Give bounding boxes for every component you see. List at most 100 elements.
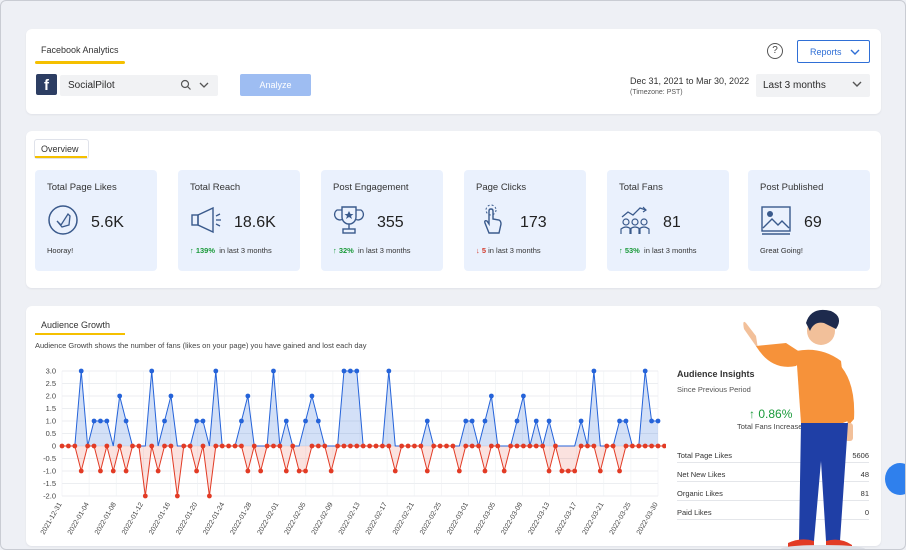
lost-point <box>424 468 430 474</box>
lost-point <box>610 443 616 449</box>
stat-foot: ↑ 139% in last 3 months <box>190 246 272 255</box>
insights-row: Organic Likes 81 <box>677 487 869 501</box>
lost-point <box>469 443 475 449</box>
image-post-icon <box>761 206 791 235</box>
gained-point <box>488 393 494 399</box>
overview-underline <box>35 156 87 158</box>
reports-label: Reports <box>810 46 842 57</box>
x-tick-label: 2022-02-17 <box>365 501 389 536</box>
lost-point <box>521 443 526 449</box>
lost-point <box>194 468 199 474</box>
gained-point <box>213 368 219 374</box>
lost-point <box>232 443 238 449</box>
y-tick-label: 0 <box>52 442 56 451</box>
gained-point <box>91 418 97 424</box>
lost-point <box>360 443 366 449</box>
gained-point <box>354 368 360 374</box>
stat-label: Post Engagement <box>333 182 409 193</box>
lost-point <box>662 443 666 449</box>
lost-point <box>149 443 155 449</box>
gained-point <box>194 418 199 424</box>
gained-point <box>239 418 244 424</box>
chevron-down-icon <box>852 81 862 87</box>
lost-point <box>553 443 558 449</box>
help-chat-button[interactable] <box>885 463 905 495</box>
insights-row: Paid Likes 0 <box>677 506 869 520</box>
audience-growth-card: Audience Growth Audience Growth shows th… <box>26 306 881 546</box>
gained-point <box>271 368 276 374</box>
stat-label: Post Published <box>760 182 824 193</box>
tab-facebook-analytics[interactable]: Facebook Analytics <box>41 45 119 55</box>
lost-point <box>142 493 148 499</box>
overview-card: Overview Total Page Likes 5.6K Hooray! T… <box>26 131 881 288</box>
x-tick-label: 2022-03-13 <box>527 501 551 536</box>
stat-value: 173 <box>520 214 547 231</box>
y-tick-label: 1.5 <box>46 404 56 413</box>
gained-point <box>162 418 167 424</box>
overview-tab-box <box>34 139 89 159</box>
lost-point <box>431 443 437 449</box>
x-tick-label: 2022-02-25 <box>419 501 443 536</box>
lost-point <box>206 493 212 499</box>
lost-point <box>642 443 648 449</box>
gained-point <box>386 368 392 374</box>
lost-point <box>213 443 219 449</box>
stat-foot: Hooray! <box>47 246 74 255</box>
reports-button[interactable]: Reports <box>797 40 870 63</box>
group-growth-icon <box>620 206 650 234</box>
gained-point <box>123 418 129 424</box>
gained-point <box>591 368 597 374</box>
gained-point <box>469 418 475 424</box>
analyze-button[interactable]: Analyze <box>240 74 311 96</box>
timezone-label: (Timezone: PST) <box>630 89 683 96</box>
gained-point <box>347 368 353 374</box>
insights-percentage: ↑ 0.86% <box>749 407 793 421</box>
lost-point <box>444 443 449 449</box>
gained-point <box>482 418 488 424</box>
search-icon[interactable] <box>180 79 192 91</box>
audience-growth-title: Audience Growth <box>41 320 111 330</box>
lost-point <box>283 468 289 474</box>
insights-percentage-label: Total Fans Increase <box>737 422 803 431</box>
gained-point <box>341 368 347 374</box>
lost-point <box>226 443 232 449</box>
lost-point <box>290 443 296 449</box>
lost-point <box>623 443 629 449</box>
lost-point <box>527 443 533 449</box>
insights-row-label: Paid Likes <box>677 508 712 517</box>
active-tab-indicator <box>35 61 125 64</box>
gained-point <box>245 393 251 399</box>
insights-subtitle: Since Previous Period <box>677 385 751 394</box>
stat-value: 69 <box>804 214 822 231</box>
lost-point <box>187 443 193 449</box>
x-tick-label: 2022-01-20 <box>175 501 199 536</box>
x-tick-label: 2022-03-05 <box>473 501 497 536</box>
period-select[interactable]: Last 3 months <box>756 74 870 97</box>
x-tick-label: 2022-01-08 <box>94 501 118 536</box>
stat-foot-text: in last 3 months <box>644 246 697 255</box>
lost-point <box>367 443 373 449</box>
y-tick-label: 2.5 <box>46 379 56 388</box>
stat-pct: 53% <box>624 246 640 255</box>
x-tick-label: 2022-03-25 <box>609 501 633 536</box>
gained-point <box>649 418 654 424</box>
lost-point <box>450 443 456 449</box>
audience-insights-panel: Audience Insights Since Previous Period … <box>677 369 871 520</box>
lost-point <box>174 493 180 499</box>
lost-point <box>315 443 321 449</box>
stat-post-published: Post Published 69 Great Going! <box>748 170 870 271</box>
trophy-icon <box>333 206 365 234</box>
lost-point <box>456 468 462 474</box>
account-name: SocialPilot <box>68 80 115 91</box>
stat-value: 18.6K <box>234 214 276 231</box>
lost-point <box>181 443 187 449</box>
help-icon[interactable]: ? <box>767 43 783 59</box>
stat-pct: 139% <box>195 246 216 255</box>
lost-point <box>482 468 488 474</box>
lost-point <box>91 443 97 449</box>
chevron-down-icon[interactable] <box>198 79 210 91</box>
account-selector[interactable]: SocialPilot <box>60 75 218 96</box>
gained-point <box>283 418 289 424</box>
click-hand-icon <box>484 204 502 234</box>
